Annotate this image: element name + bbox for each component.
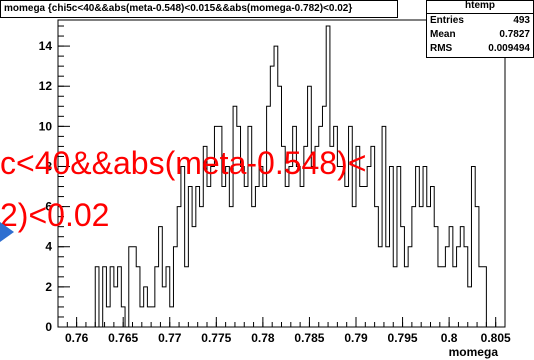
- y-tick-label: 8: [45, 159, 52, 173]
- stats-value: 0.7827: [499, 29, 530, 40]
- x-tick-label: 0.8: [441, 331, 458, 345]
- red-overlay-text-line1: c<40&&abs(meta-0.548)<: [0, 145, 367, 181]
- x-tick-label: 0.77: [158, 331, 182, 345]
- x-tick-label: 0.805: [481, 331, 511, 345]
- y-tick-label: 10: [39, 119, 53, 133]
- histogram-outline: [94, 25, 487, 328]
- x-tick-label: 0.775: [201, 331, 231, 345]
- stats-value: 0.009494: [488, 43, 530, 54]
- stats-label: RMS: [430, 43, 453, 54]
- y-tick-label: 14: [39, 39, 53, 53]
- stats-label: Entries: [430, 15, 464, 26]
- stats-label: Mean: [430, 29, 456, 40]
- y-tick-label: 4: [45, 240, 52, 254]
- x-tick-label: 0.795: [388, 331, 418, 345]
- stats-box: htemp Entries 493 Mean 0.7827 RMS 0.0094…: [426, 0, 534, 58]
- x-tick-label: 0.785: [294, 331, 324, 345]
- y-tick-label: 0: [45, 320, 52, 334]
- stats-row-rms: RMS 0.009494: [427, 42, 533, 56]
- x-axis-label: momega: [449, 345, 499, 359]
- stats-title: htemp: [427, 1, 533, 14]
- stats-value: 493: [513, 15, 530, 26]
- stats-row-entries: Entries 493: [427, 14, 533, 28]
- stats-row-mean: Mean 0.7827: [427, 28, 533, 42]
- y-axis-ticks: 0 2 4 6 8 10 12 14: [39, 25, 70, 334]
- cursor-arrow-icon: [0, 222, 14, 242]
- x-tick-label: 0.765: [108, 331, 138, 345]
- y-tick-label: 2: [45, 280, 52, 294]
- histogram-bars: [94, 25, 487, 328]
- x-tick-label: 0.76: [65, 331, 89, 345]
- y-tick-label: 6: [45, 200, 52, 214]
- histogram-title: momega {chi5c<40&&abs(meta-0.548)<0.015&…: [0, 0, 398, 18]
- x-tick-label: 0.79: [344, 331, 368, 345]
- red-overlay-text-line2: 2)<0.02: [0, 197, 110, 233]
- x-tick-label: 0.78: [251, 331, 275, 345]
- y-tick-label: 12: [39, 79, 53, 93]
- x-axis-ticks: 0.76 0.765 0.77 0.775 0.78 0.785 0.79 0.795 0.8 0…: [65, 317, 511, 345]
